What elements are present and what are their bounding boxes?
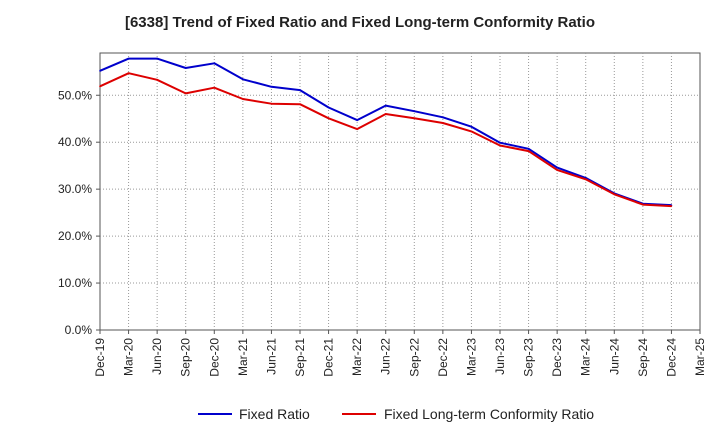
x-tick-label: Dec-23 [550,338,564,377]
data-point [384,104,387,107]
data-point [356,119,358,121]
x-tick-label: Sep-24 [636,338,650,377]
x-tick-label: Dec-22 [436,338,450,377]
x-tick-label: Mar-22 [350,338,364,376]
data-point [384,113,387,115]
data-point [327,117,330,120]
x-tick-label: Jun-21 [264,338,278,375]
data-point [442,122,444,124]
chart-title: [6338] Trend of Fixed Ratio and Fixed Lo… [124,14,596,31]
x-tick-label: Dec-20 [207,338,221,377]
data-point [213,62,216,65]
data-point [442,116,444,119]
data-point [670,205,673,207]
x-tick-label: Sep-21 [293,338,307,377]
data-point [299,89,301,91]
x-tick-label: Mar-21 [236,338,250,376]
data-point [584,178,587,181]
data-point [270,102,273,105]
data-point [470,130,473,133]
x-tick-label: Sep-20 [179,338,193,377]
data-point [156,78,158,81]
y-tick-label: 20.0% [58,229,92,243]
x-tick-label: Mar-23 [464,338,478,376]
data-point [499,144,501,147]
legend-label: Fixed Long-term Conformity Ratio [384,406,594,422]
data-point [327,106,330,109]
data-point [156,57,158,60]
data-point [613,193,616,196]
data-point [556,169,558,171]
y-tick-label: 0.0% [65,323,93,337]
data-point [242,78,244,81]
x-tick-label: Jun-23 [493,338,507,375]
data-point [270,86,273,88]
y-tick-label: 40.0% [58,135,92,149]
data-point [242,98,244,100]
data-point [99,70,101,72]
data-point [127,57,130,60]
y-tick-label: 50.0% [58,88,92,102]
x-tick-label: Sep-22 [407,338,421,377]
legend-label: Fixed Ratio [239,406,310,422]
x-tick-label: Mar-25 [693,338,707,376]
data-point [527,147,530,150]
x-tick-label: Jun-22 [379,338,393,375]
data-point [184,67,187,69]
data-point [499,141,501,144]
x-tick-label: Mar-24 [579,338,593,376]
data-point [127,72,130,74]
x-tick-label: Jun-24 [607,338,621,375]
data-point [99,85,101,88]
x-tick-label: Dec-21 [322,338,336,377]
data-point [470,125,473,128]
plot-frame [99,52,701,331]
data-point [642,203,644,206]
x-tick-label: Mar-20 [122,338,136,376]
data-point [413,110,416,113]
x-tick-label: Dec-19 [93,338,107,377]
data-point [184,92,187,95]
x-tick-label: Jun-20 [150,338,164,375]
data-point [527,150,530,152]
data-point [213,86,216,89]
y-tick-label: 10.0% [58,276,92,290]
data-point [356,128,358,130]
x-tick-label: Dec-24 [664,338,678,377]
x-tick-label: Sep-23 [522,338,536,377]
data-point [413,117,416,120]
data-point [299,103,301,105]
data-point [556,166,558,169]
y-tick-label: 30.0% [58,182,92,196]
